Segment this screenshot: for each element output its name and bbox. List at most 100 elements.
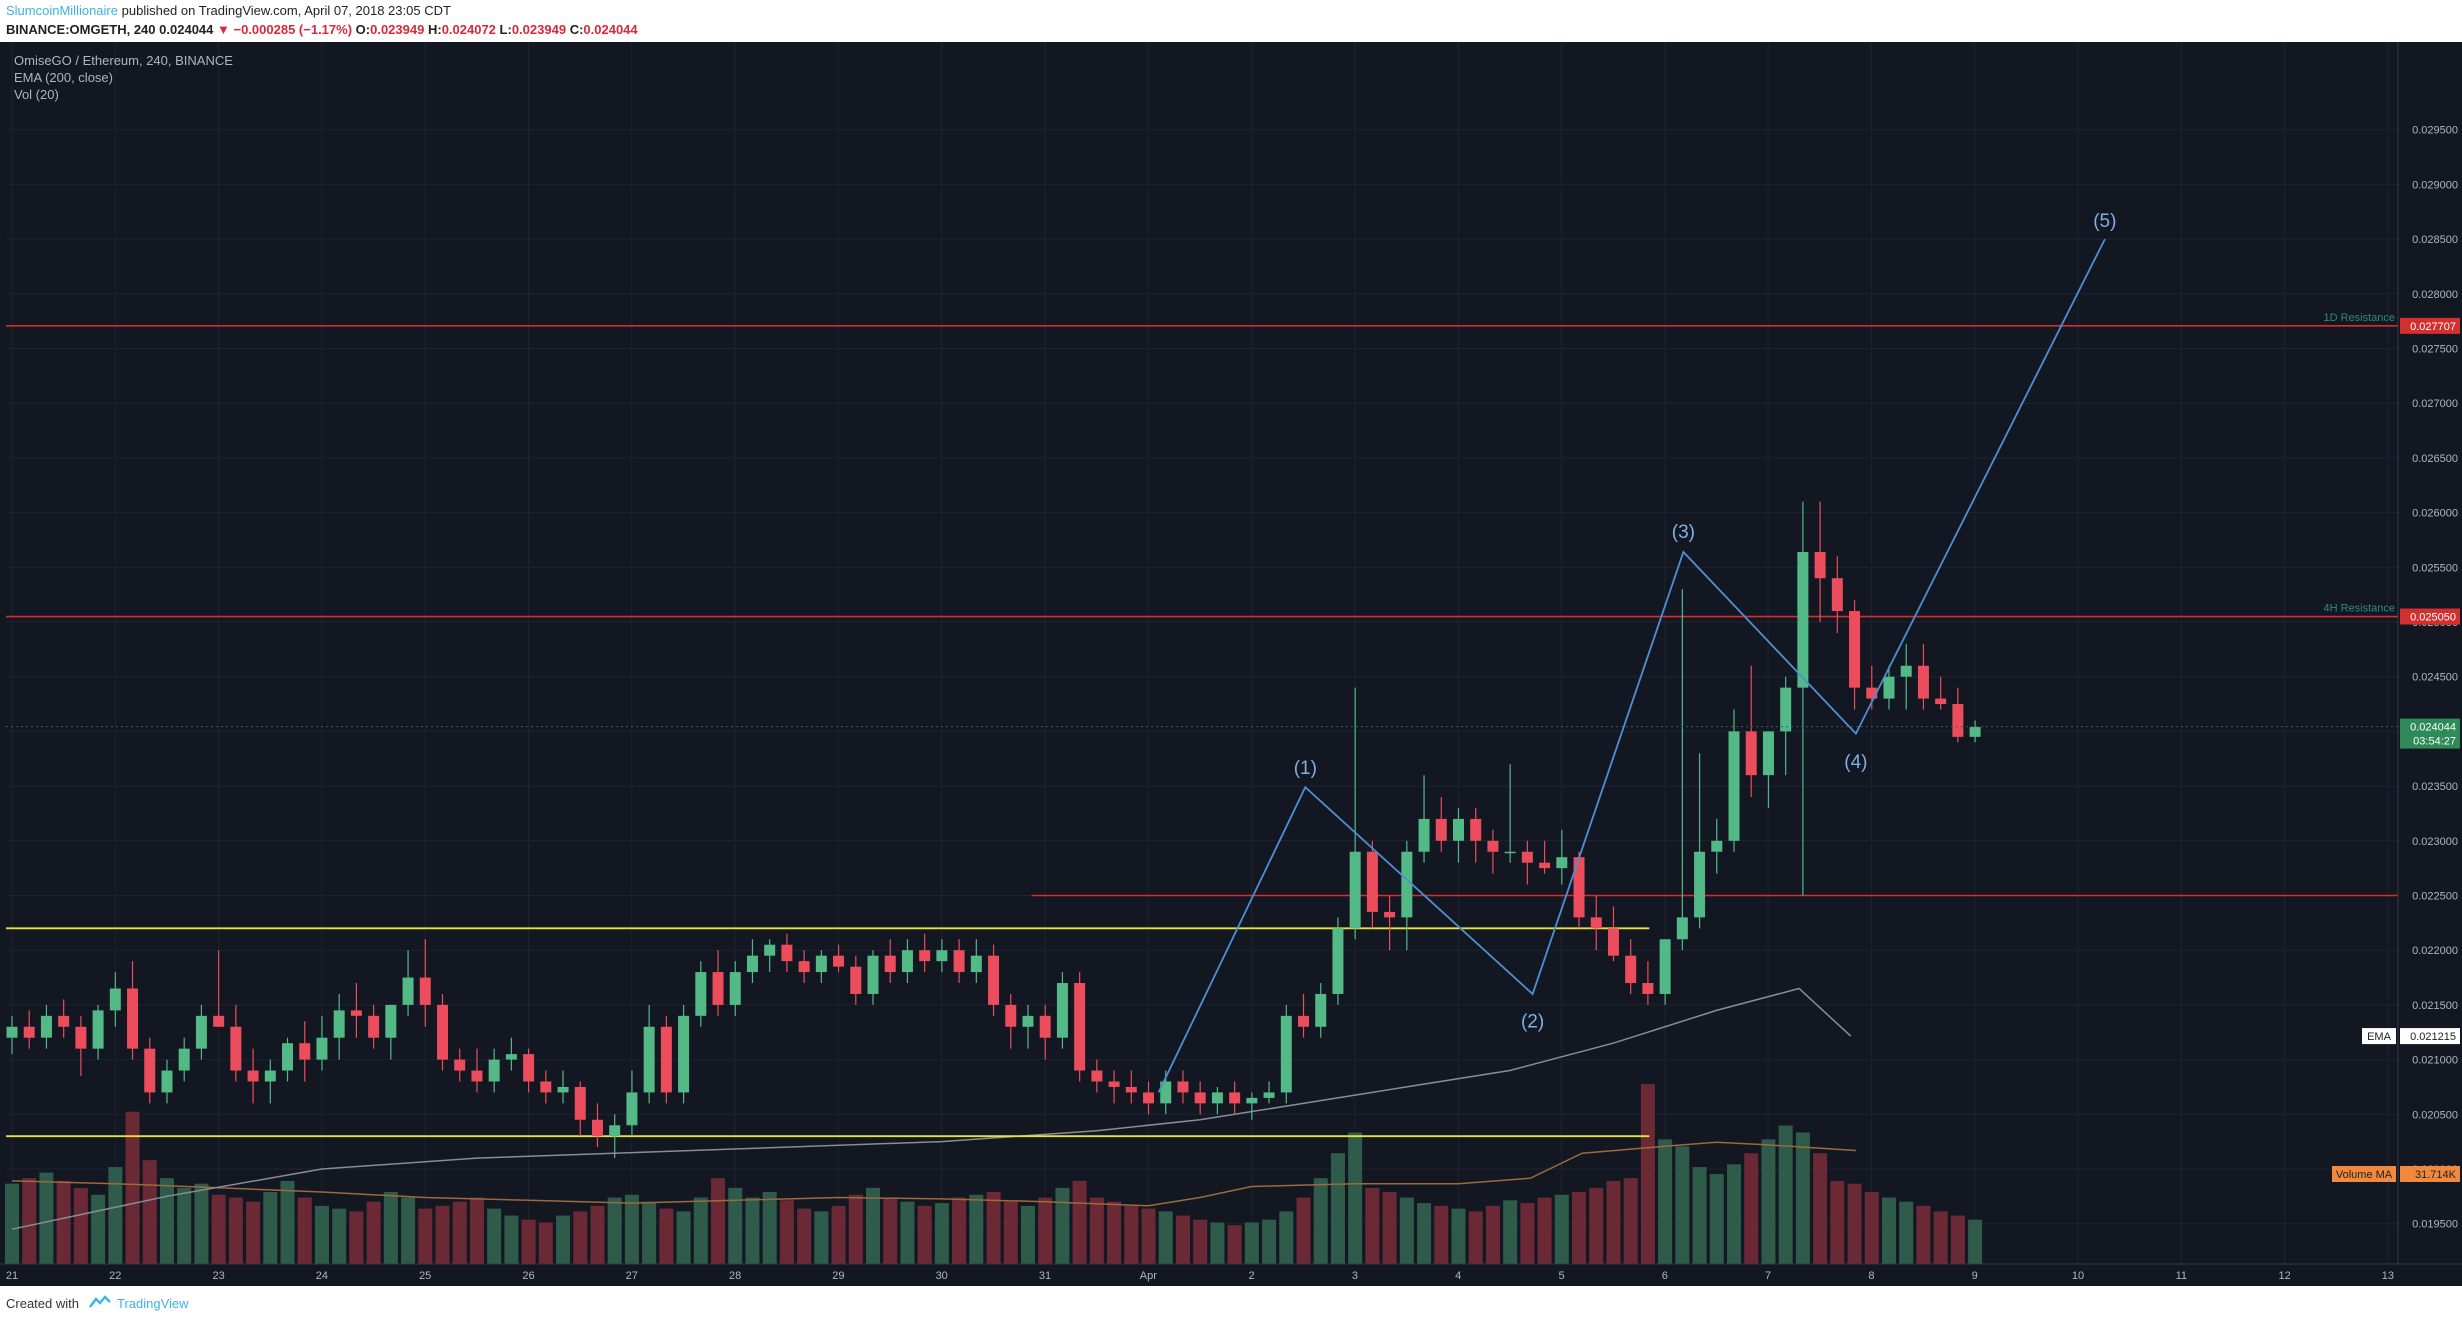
candle-body [1556,857,1568,869]
candle-body [1125,1086,1137,1093]
date-tick-label: 24 [316,1270,328,1282]
price-tag-bg [2400,317,2460,334]
legend-vol[interactable]: Vol (20) [14,87,59,102]
publish-line: SlumcoinMillionaire published on Trading… [6,3,451,18]
volume-bar [1348,1132,1363,1264]
volume-bar [642,1201,657,1264]
candle-body [1831,578,1843,612]
date-tick-label: 31 [1039,1270,1051,1282]
volume-bar [1365,1187,1380,1264]
volume-bar [1485,1205,1500,1264]
candle-body [1401,851,1413,918]
volume-bar [1830,1180,1845,1264]
candle-body [1917,665,1929,699]
candle-body [195,1015,207,1049]
volume-bar [1175,1215,1190,1264]
created-with-text: Created with [6,1296,79,1311]
volume-bar [1020,1205,1035,1264]
volume-bar [1761,1139,1776,1264]
candle-body [385,1004,397,1038]
resistance-price-tag: 0.025050 [2410,612,2456,624]
candle-body [1039,1015,1051,1038]
price-tick-label: 0.027000 [2412,398,2458,410]
volume-bar [1933,1211,1948,1264]
volma-tag-value: 31.714K [2415,1169,2457,1181]
volume-bar [1382,1192,1397,1264]
date-tick-label: Apr [1140,1270,1157,1282]
volume-bar [934,1203,949,1264]
legend-ema[interactable]: EMA (200, close) [14,70,113,85]
candle-body [1074,983,1086,1071]
last-price: 0.024044 [159,22,214,37]
volume-bar [1503,1200,1518,1264]
author-link[interactable]: SlumcoinMillionaire [6,3,118,18]
candle-body [1384,911,1396,918]
price-tick-label: 0.029000 [2412,179,2458,191]
open-label: O: [355,22,371,37]
candle-body [1229,1092,1241,1104]
volume-bar [814,1211,829,1264]
price-tick-label: 0.020500 [2412,1109,2458,1121]
candle-body [574,1086,586,1120]
candle-body [1177,1081,1189,1093]
resistance-price-tag: 0.027707 [2410,321,2456,333]
volume-bar [263,1192,278,1264]
ohlc-line: BINANCE:OMGETH, 240 0.024044 ▼ −0.000285… [6,22,638,37]
wave-label: (3) [1672,522,1695,543]
candle-body [75,1026,87,1049]
candle-body [1849,611,1861,688]
volume-bar [1193,1219,1208,1264]
volume-bar [1864,1192,1879,1264]
candle-body [40,1015,52,1038]
candle-body [1246,1097,1258,1104]
volume-bar [1227,1225,1242,1264]
candle-body [1642,983,1654,994]
candle-body [850,966,862,994]
volume-bar [1107,1201,1122,1264]
volume-bar [1623,1178,1638,1264]
chart-area[interactable]: 1D Resistance 4H Resistance (1) (2) (3) (4) (5… [0,42,2462,1286]
candle-body [1194,1092,1206,1104]
tradingview-link[interactable]: TradingView [117,1296,189,1311]
volume-bars [5,1084,1983,1264]
price-tick-label: 0.022000 [2412,945,2458,957]
candle-body [1625,955,1637,984]
candle-body [936,950,948,962]
candle-body [1143,1092,1155,1104]
candle-body [1366,851,1378,912]
low-label: L: [499,22,512,37]
candle-body [1332,928,1344,994]
candle-body [505,1054,517,1060]
candle-body [1452,818,1464,841]
candle-body [437,1004,449,1060]
legend-title[interactable]: OmiseGO / Ethereum, 240, BINANCE [14,53,233,68]
resistance-label: 4H Resistance [2323,603,2395,615]
volume-bar [332,1208,347,1264]
candle-body [230,1026,242,1071]
date-tick-label: 30 [936,1270,948,1282]
close-value: 0.024044 [583,22,638,37]
volume-bar [1468,1211,1483,1264]
candle-body [1315,993,1327,1027]
chart-background [0,42,2462,1286]
volume-bar [1640,1084,1655,1264]
price-tick-label: 0.024500 [2412,672,2458,684]
price-tick-label: 0.021500 [2412,1000,2458,1012]
volume-bar [900,1201,915,1264]
tradingview-logo-icon [89,1295,111,1308]
date-tick-label: 11 [2176,1270,2187,1282]
candle-body [6,1026,18,1038]
candle-body [626,1092,638,1126]
candle-body [1435,818,1447,841]
candle-body [368,1015,380,1038]
price-tick-label: 0.019500 [2412,1219,2458,1231]
date-tick-label: 27 [626,1270,638,1282]
volume-bar [1279,1211,1294,1264]
volume-bar [1296,1197,1311,1264]
date-tick-label: 25 [419,1270,431,1282]
chart-svg[interactable]: 1D Resistance 4H Resistance (1) (2) (3) (4) (5… [0,42,2462,1286]
candle-body [1160,1081,1172,1104]
volume-bar [383,1192,398,1264]
volume-bar [590,1205,605,1264]
candle-body [1470,818,1482,841]
